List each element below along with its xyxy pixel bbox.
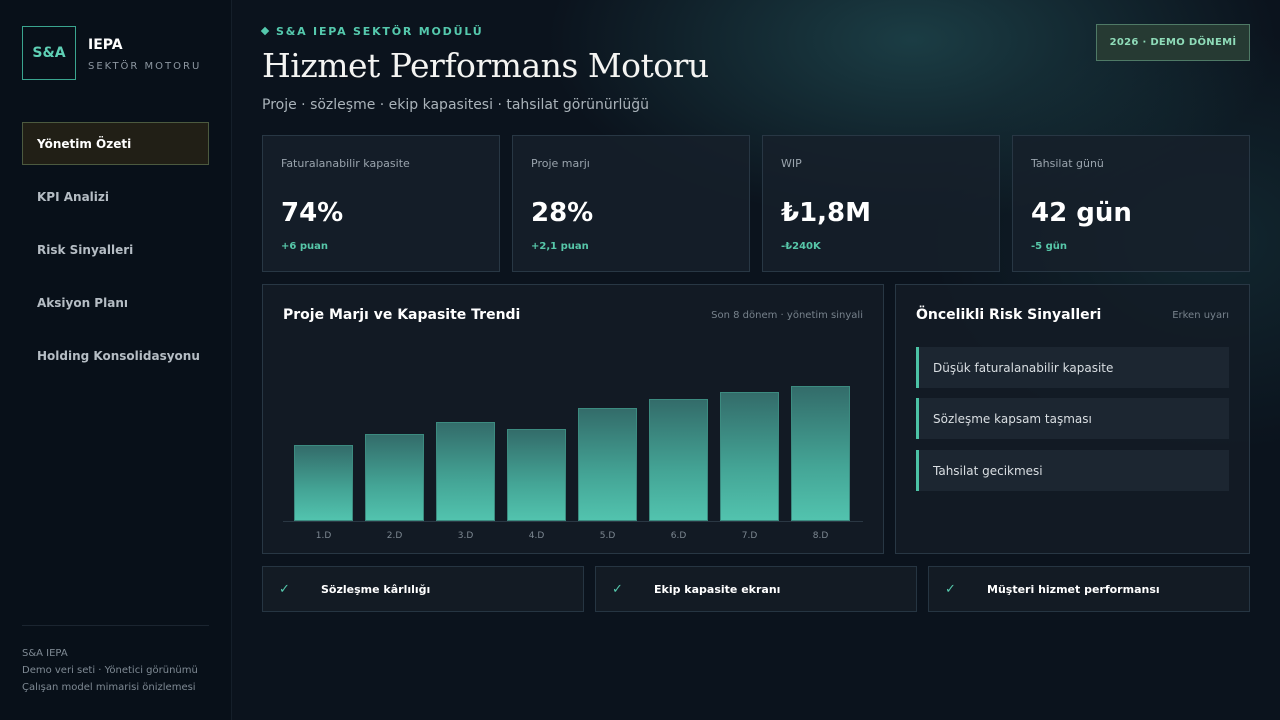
x-tick-label: 1.D (315, 531, 332, 541)
trend-panel-title: Proje Marjı ve Kapasite Trendi (283, 307, 521, 323)
check-card-sozlesme-karliligi[interactable]: ✓ Sözleşme kârlılığı (262, 566, 584, 612)
check-card-musteri-hizmet[interactable]: ✓ Müşteri hizmet performansı (928, 566, 1250, 612)
sidebar-item-yonetim-ozeti[interactable]: Yönetim Özeti (22, 122, 209, 165)
chart-bar-8.D[interactable] (791, 386, 850, 521)
sidebar-nav: Yönetim Özeti KPI Analizi Risk Sinyaller… (22, 122, 209, 387)
x-tick-label: 2.D (386, 531, 403, 541)
x-tick-label: 6.D (670, 531, 687, 541)
chart-bar-3.D[interactable] (436, 421, 495, 521)
risk-panel-title: Öncelikli Risk Sinyalleri (916, 307, 1102, 323)
x-tick-label: 4.D (528, 531, 545, 541)
check-icon: ✓ (945, 581, 956, 597)
kpi-delta: +2,1 puan (531, 241, 589, 252)
risk-item[interactable]: Tahsilat gecikmesi (916, 450, 1229, 491)
brand-subtitle: SEKTÖR MOTORU (88, 61, 202, 72)
chart-bar-6.D[interactable] (649, 398, 708, 521)
x-tick-label: 5.D (599, 531, 616, 541)
kpi-card-tahsilat-gunu[interactable]: Tahsilat günü 42 gün -5 gün (1012, 135, 1250, 272)
kpi-value: 42 gün (1031, 198, 1132, 228)
kpi-card-wip[interactable]: WIP ₺1,8M -₺240K (762, 135, 1000, 272)
x-tick-label: 8.D (812, 531, 829, 541)
check-icon: ✓ (612, 581, 623, 597)
kpi-label: Faturalanabilir kapasite (281, 157, 410, 170)
kpi-delta: -₺240K (781, 241, 821, 252)
kpi-value: ₺1,8M (781, 198, 872, 228)
page-title: Hizmet Performans Motoru (262, 46, 709, 85)
sidebar-item-aksiyon-plani[interactable]: Aksiyon Planı (37, 295, 128, 310)
trend-panel-note: Son 8 dönem · yönetim sinyali (711, 310, 863, 321)
sidebar-item-kpi-analizi[interactable]: KPI Analizi (37, 189, 109, 204)
page-eyebrow: S&A IEPA SEKTÖR MODÜLÜ (260, 25, 484, 38)
chart-bar-1.D[interactable] (294, 444, 353, 521)
footer-line-3: Çalışan model mimarisi önizlemesi (22, 682, 196, 693)
risk-item[interactable]: Sözleşme kapsam taşması (916, 398, 1229, 439)
period-badge[interactable]: 2026 · DEMO DÖNEMİ (1096, 24, 1250, 61)
kpi-delta: -5 gün (1031, 241, 1067, 252)
x-tick-label: 7.D (741, 531, 758, 541)
chart-bar-4.D[interactable] (507, 428, 566, 521)
chart-bar-7.D[interactable] (720, 391, 779, 521)
kpi-label: Proje marjı (531, 157, 590, 170)
kpi-label: Tahsilat günü (1031, 157, 1104, 170)
sidebar-divider (22, 625, 209, 626)
page-subtitle: Proje · sözleşme · ekip kapasitesi · tah… (262, 97, 649, 113)
risk-item[interactable]: Düşük faturalanabilir kapasite (916, 347, 1229, 388)
chart-bar-2.D[interactable] (365, 433, 424, 521)
sidebar-item-holding-konsolidasyonu[interactable]: Holding Konsolidasyonu (37, 348, 200, 363)
check-label: Müşteri hizmet performansı (987, 582, 1160, 596)
brand-logo: S&A (22, 26, 76, 80)
sidebar-footer: S&A IEPA Demo veri seti · Yönetici görün… (22, 645, 198, 696)
kpi-value: 28% (531, 198, 594, 228)
check-icon: ✓ (279, 581, 290, 597)
kpi-card-proje-marji[interactable]: Proje marjı 28% +2,1 puan (512, 135, 750, 272)
risk-panel-note: Erken uyarı (1172, 310, 1229, 321)
check-label: Ekip kapasite ekranı (654, 582, 781, 596)
risk-panel: Öncelikli Risk Sinyalleri Erken uyarı Dü… (895, 284, 1250, 554)
footer-line-1: S&A IEPA (22, 648, 68, 659)
footer-line-2: Demo veri seti · Yönetici görünümü (22, 665, 198, 676)
trend-panel: Proje Marjı ve Kapasite Trendi Son 8 dön… (262, 284, 884, 554)
check-label: Sözleşme kârlılığı (321, 582, 431, 596)
chart-bar-5.D[interactable] (578, 408, 637, 521)
diamond-icon (260, 26, 270, 36)
kpi-label: WIP (781, 157, 802, 170)
brand-title: IEPA (88, 37, 123, 53)
sidebar: S&A IEPA SEKTÖR MOTORU Yönetim Özeti KPI… (0, 0, 232, 720)
eyebrow-text: S&A IEPA SEKTÖR MODÜLÜ (276, 25, 484, 38)
kpi-value: 74% (281, 198, 344, 228)
kpi-delta: +6 puan (281, 241, 328, 252)
x-tick-label: 3.D (457, 531, 474, 541)
main-content: S&A IEPA SEKTÖR MODÜLÜ Hizmet Performans… (232, 0, 1280, 720)
sidebar-item-risk-sinyalleri[interactable]: Risk Sinyalleri (37, 242, 134, 257)
check-card-ekip-kapasite[interactable]: ✓ Ekip kapasite ekranı (595, 566, 917, 612)
kpi-card-faturalanabilir-kapasite[interactable]: Faturalanabilir kapasite 74% +6 puan (262, 135, 500, 272)
chart-baseline (283, 521, 863, 522)
